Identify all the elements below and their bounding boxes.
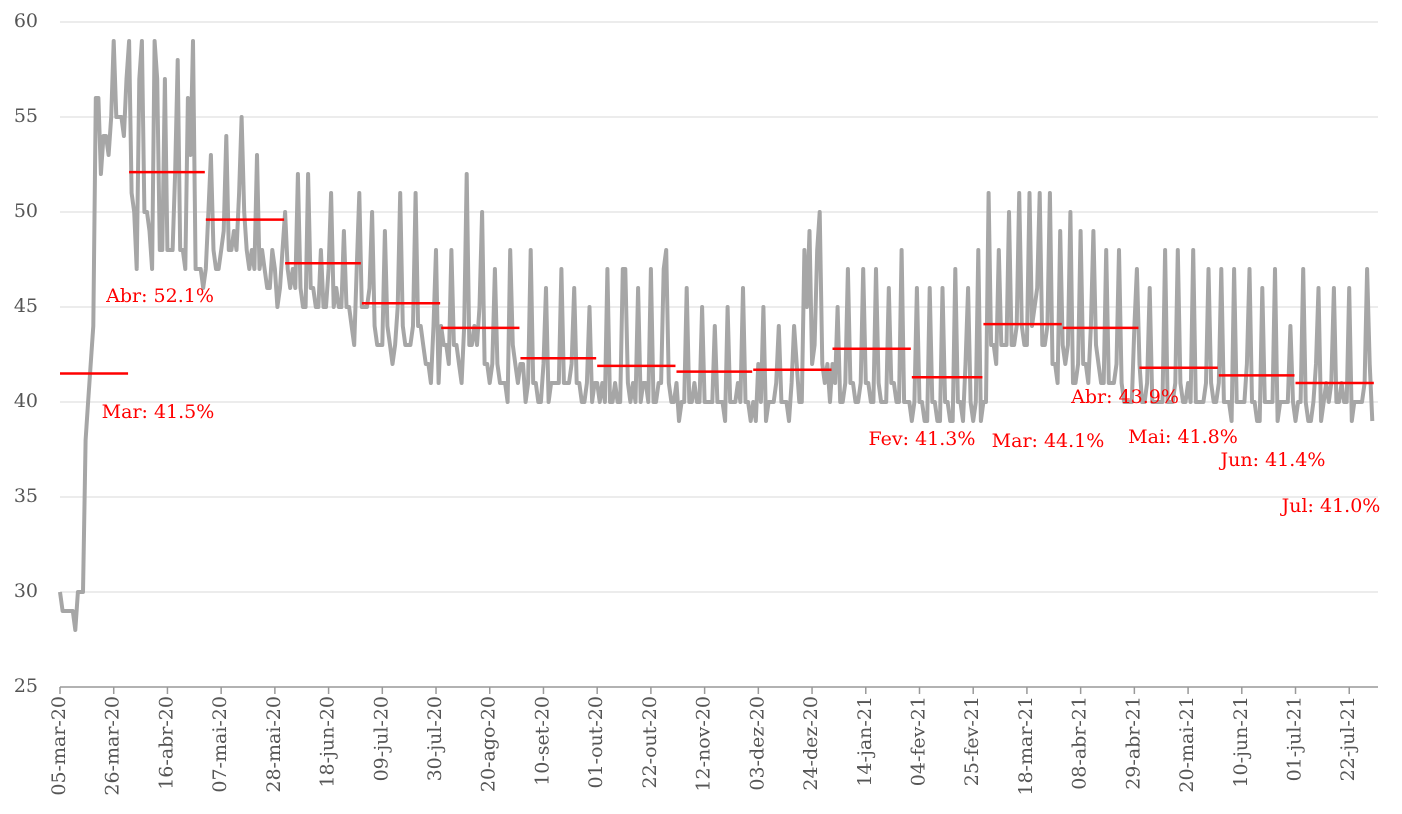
y-tick-label: 60: [14, 10, 38, 32]
average-label: Abr: 52.1%: [105, 285, 214, 307]
y-tick-label: 55: [14, 105, 38, 127]
x-tick-label: 01-jul-21: [1284, 696, 1306, 781]
x-tick-label: 04-fev-21: [907, 696, 929, 786]
x-tick-label: 25-fev-21: [961, 696, 983, 786]
x-tick-label: 18-jun-20: [317, 696, 339, 788]
x-tick-label: 09-jul-20: [370, 696, 392, 781]
y-tick-label: 35: [14, 485, 38, 507]
x-tick-label: 22-out-20: [639, 696, 661, 789]
x-tick-label: 28-mai-20: [263, 696, 285, 793]
average-label: Mai: 41.8%: [1128, 426, 1238, 448]
x-tick-label: 08-abr-21: [1069, 696, 1091, 790]
x-tick-label: 14-jan-21: [854, 696, 876, 787]
y-tick-label: 30: [14, 580, 38, 602]
x-tick-label: 20-mai-21: [1176, 696, 1198, 793]
x-tick-label: 07-mai-20: [209, 696, 231, 793]
x-tick-label: 20-ago-20: [478, 696, 500, 792]
data-line: [58, 39, 1375, 632]
y-tick-label: 40: [14, 390, 38, 412]
average-label: Jun: 41.4%: [1219, 449, 1326, 471]
x-tick-label: 03-dez-20: [746, 696, 768, 791]
y-tick-label: 50: [14, 200, 38, 222]
x-tick-label: 12-nov-20: [693, 696, 715, 792]
average-label: Abr: 43.9%: [1070, 386, 1179, 408]
x-tick-label: 05-mar-20: [48, 696, 70, 796]
x-tick-label: 18-mar-21: [1015, 696, 1037, 796]
average-label: Mar: 41.5%: [102, 401, 215, 423]
x-tick-label: 01-out-20: [585, 696, 607, 789]
y-tick-label: 45: [14, 295, 38, 317]
x-tick-label: 16-abr-20: [155, 696, 177, 790]
x-tick-label: 10-jun-21: [1230, 696, 1252, 788]
x-tick-label: 22-jul-21: [1337, 696, 1359, 781]
average-label: Fev: 41.3%: [869, 428, 976, 450]
average-label: Jul: 41.0%: [1280, 495, 1381, 517]
average-label: Mar: 44.1%: [992, 430, 1105, 452]
x-tick-label: 24-dez-20: [800, 696, 822, 791]
x-tick-label: 29-abr-21: [1122, 696, 1144, 790]
x-tick-label: 30-jul-20: [424, 696, 446, 781]
x-tick-label: 10-set-20: [531, 696, 553, 786]
y-tick-label: 25: [14, 675, 38, 697]
x-tick-label: 26-mar-20: [102, 696, 124, 796]
